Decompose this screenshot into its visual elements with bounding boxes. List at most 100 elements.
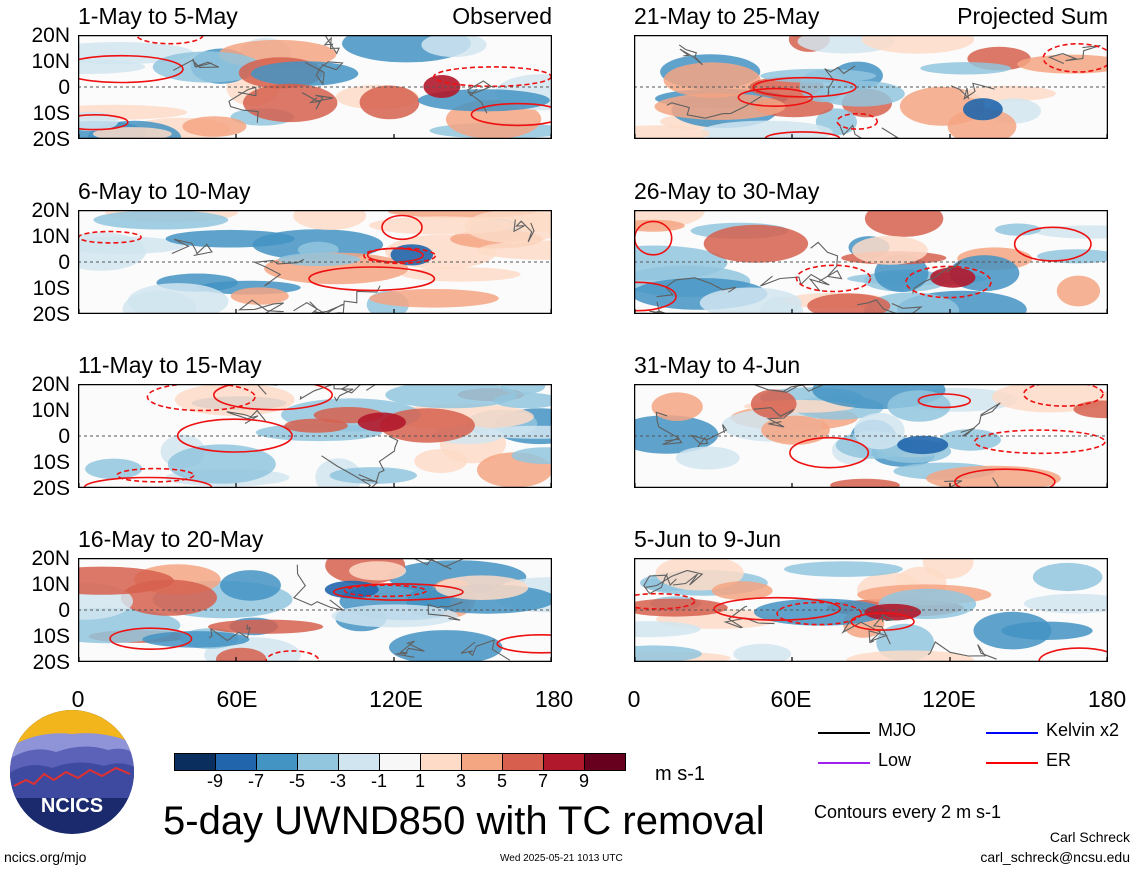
er-contour	[1013, 226, 1092, 262]
heatmap-panel	[634, 35, 1108, 139]
er-contour	[109, 627, 193, 650]
legend-label-kelvin: Kelvin x2	[1046, 720, 1120, 740]
anomaly-shading	[250, 61, 359, 86]
panel-frame	[78, 558, 552, 662]
anomaly-shading	[389, 630, 503, 662]
anomaly-shading	[369, 289, 499, 308]
anomaly-core	[390, 244, 434, 266]
lon-tick-label: 120E	[369, 686, 423, 712]
lat-tick-label: 20N	[31, 24, 70, 47]
panel-frame	[634, 558, 1108, 662]
anomaly-shading	[478, 425, 552, 439]
lon-tick-label: 0	[627, 686, 641, 712]
er-contour	[713, 596, 842, 621]
anomaly-shading	[1017, 54, 1108, 74]
colorbar-tick-label: 3	[455, 771, 466, 791]
anomaly-shading	[861, 35, 975, 54]
colorbar-units: m s-1	[655, 763, 705, 785]
anomaly-shading	[93, 210, 229, 230]
lat-tick-label: 0	[58, 76, 70, 99]
panel-period-title: 26-May to 30-May	[634, 178, 820, 204]
anomaly-shading	[1035, 225, 1108, 239]
anomaly-shading	[359, 85, 420, 120]
anomaly-shading	[1032, 562, 1103, 592]
legend-line-er	[986, 762, 1038, 764]
heatmap-panel	[78, 210, 552, 314]
er-contour	[954, 468, 1056, 488]
er-contour	[917, 393, 971, 409]
coastline	[649, 241, 963, 314]
lat-tick-label: 10N	[31, 225, 70, 248]
er-contour	[78, 114, 129, 131]
lat-tick-label: 10N	[31, 573, 70, 596]
panel-type-label: Projected Sum	[957, 3, 1108, 29]
colorbar-swatch	[174, 753, 216, 771]
lon-tick-label: 0	[71, 686, 85, 712]
anomaly-shading	[78, 111, 119, 131]
colorbar-swatch	[502, 753, 544, 771]
anomaly-shading	[293, 210, 367, 230]
colorbar-tick-label: -9	[206, 771, 223, 791]
anomaly-shading	[349, 561, 407, 581]
anomaly-core	[897, 435, 949, 455]
er-contour	[905, 265, 992, 299]
lat-tick-label: 10N	[31, 50, 70, 73]
anomaly-shading	[1056, 275, 1101, 307]
anomaly-shading	[634, 415, 719, 454]
lat-tick-label: 20S	[32, 128, 70, 151]
anomaly-shading	[864, 210, 944, 237]
anomaly-shading	[243, 83, 338, 123]
legend-line-mjo	[818, 732, 870, 734]
coastline	[208, 558, 511, 661]
er-contour	[265, 650, 320, 662]
lat-tick-label: 0	[58, 599, 70, 622]
er-contour	[634, 281, 677, 312]
lat-tick-label: 10S	[32, 102, 70, 125]
anomaly-shading	[421, 35, 487, 57]
anomaly-core	[930, 267, 976, 288]
lat-tick-label: 20N	[31, 373, 70, 396]
legend-line-kelvin	[986, 732, 1038, 734]
anomaly-shading	[1023, 593, 1108, 614]
coastline	[172, 35, 493, 123]
panel-period-title: 1-May to 5-May	[78, 3, 238, 29]
colorbar-swatch	[215, 753, 257, 771]
lat-tick-label: 0	[58, 251, 70, 274]
colorbar-tick-label: 1	[414, 771, 425, 791]
colorbar-tick-label: -1	[370, 771, 387, 791]
anomaly-shading	[854, 412, 905, 450]
anomaly-shading	[784, 561, 903, 577]
er-contour	[381, 214, 423, 241]
colorbar-swatch	[584, 753, 626, 771]
panel-frame	[634, 210, 1108, 314]
coastline	[666, 44, 1101, 139]
legend-label-low: Low	[878, 750, 912, 770]
anomaly-shading	[961, 85, 1056, 102]
er-contour	[366, 247, 424, 263]
anomaly-shading	[651, 392, 703, 421]
lat-tick-label: 20S	[32, 303, 70, 326]
panel-frame	[634, 384, 1108, 488]
ncics-logo: NCICS	[10, 710, 134, 834]
er-contour	[1023, 384, 1104, 407]
anomaly-shading	[78, 59, 146, 74]
footer-timestamp: Wed 2025-05-21 1013 UTC	[500, 853, 623, 864]
colorbar-swatch	[379, 753, 421, 771]
colorbar-tick-label: 5	[496, 771, 507, 791]
er-contour	[332, 583, 464, 601]
anomaly-shading	[846, 650, 975, 662]
anomaly-shading	[142, 631, 250, 648]
lat-tick-label: 20N	[31, 547, 70, 570]
anomaly-shading	[852, 235, 928, 265]
colorbar-tick-label: 9	[578, 771, 589, 791]
heatmap-panel	[634, 384, 1108, 488]
anomaly-shading	[750, 389, 797, 419]
anomaly-shading	[634, 645, 702, 662]
anomaly-shading	[761, 415, 830, 445]
panel-frame	[78, 35, 552, 139]
anomaly-shading	[167, 444, 276, 484]
lat-tick-label: 20S	[32, 651, 70, 674]
anomaly-shading	[699, 287, 802, 314]
anomaly-shading	[995, 223, 1041, 236]
colorbar-swatch	[420, 753, 462, 771]
